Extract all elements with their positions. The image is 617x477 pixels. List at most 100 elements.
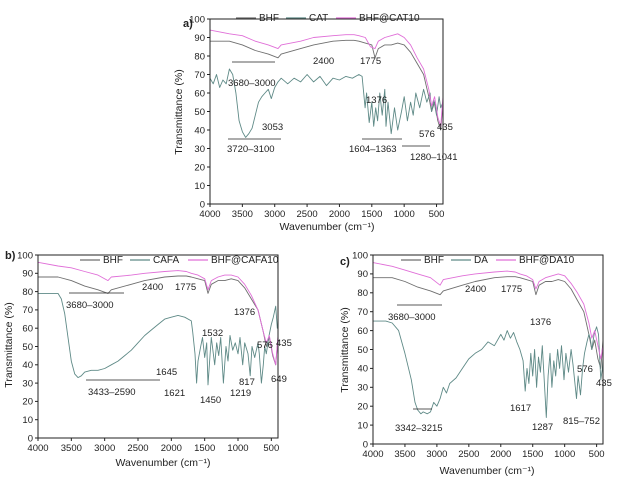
y-tick-label: 30 — [357, 383, 368, 394]
annotation-label: 1376 — [366, 95, 387, 106]
y-tick-label: 60 — [194, 88, 205, 99]
x-tick-label: 2500 — [297, 209, 318, 220]
x-tick-label: 4000 — [27, 443, 48, 454]
y-tick-label: 40 — [194, 125, 205, 136]
x-axis-title: Wavenumber (cm⁻¹) — [116, 457, 211, 469]
y-tick-label: 0 — [200, 199, 205, 210]
y-tick-label: 80 — [357, 288, 368, 299]
y-tick-label: 60 — [357, 326, 368, 337]
panel-label: b) — [5, 250, 16, 262]
annotation-label: 1287 — [532, 422, 553, 433]
annotation-label: 3720–3100 — [227, 144, 275, 155]
annotation-label: 435 — [596, 378, 612, 389]
legend-label-da: DA — [474, 255, 488, 266]
x-tick-label: 3500 — [232, 209, 253, 220]
y-tick-label: 80 — [194, 51, 205, 62]
y-tick-label: 30 — [194, 144, 205, 155]
legend-label-bhf-cafa10: BHF@CAFA10 — [211, 255, 279, 266]
x-tick-label: 2500 — [458, 449, 479, 460]
annotation-label: 3433–2590 — [88, 387, 136, 398]
y-tick-label: 0 — [363, 439, 368, 450]
annotation-label: 1376 — [530, 317, 551, 328]
annotation-label: 1775 — [175, 282, 196, 293]
legend: BHF DA BHF@DA10 — [401, 255, 575, 266]
plot-area: 4000 3500 3000 2500 2000 1500 1000 500 0 10 20 30 40… — [17, 250, 279, 454]
plot-area: 4000 3500 3000 2500 2000 1500 1000 500 0 10 20 30 40… — [189, 14, 444, 220]
annotation-label: 1532 — [202, 328, 223, 339]
annotation-label: 1621 — [164, 388, 185, 399]
series-line-bhf — [210, 39, 444, 131]
y-tick-label: 20 — [357, 402, 368, 413]
x-tick-label: 1500 — [361, 209, 382, 220]
x-tick-label: 500 — [263, 443, 279, 454]
legend: BHF CAFA BHF@CAFA10 — [80, 255, 279, 266]
x-tick-label: 2000 — [329, 209, 350, 220]
annotation-label: 1280–1041 — [410, 152, 458, 163]
y-tick-label: 0 — [28, 433, 33, 444]
y-tick-label: 100 — [189, 14, 205, 25]
legend-label-bhf: BHF — [424, 255, 444, 266]
legend-label-cafa: CAFA — [153, 255, 179, 266]
annotation-label: 3053 — [262, 122, 283, 133]
y-tick-label: 90 — [357, 269, 368, 280]
x-tick-label: 3000 — [426, 449, 447, 460]
x-axis-title: Wavenumber (cm⁻¹) — [280, 221, 375, 233]
panel-c: c) BHF DA BHF@DA10 4000 3500 3000 2500 2000 1… — [339, 250, 612, 477]
y-tick-label: 10 — [357, 420, 368, 431]
annotation-label: 1604–1363 — [349, 144, 397, 155]
x-axis-title: Wavenumber (cm⁻¹) — [440, 465, 535, 477]
annotation-label: 817 — [239, 377, 255, 388]
x-tick-label: 3000 — [264, 209, 285, 220]
x-tick-label: 1500 — [194, 443, 215, 454]
annotation-label: 1775 — [501, 284, 522, 295]
y-tick-label: 50 — [194, 107, 205, 118]
annotation-label: 2400 — [142, 282, 163, 293]
plot-frame — [209, 18, 444, 205]
y-tick-label: 80 — [22, 287, 33, 298]
panel-label: a) — [183, 18, 193, 30]
series-line-bhf-cafa10 — [37, 261, 279, 366]
series-line-cafa — [38, 292, 279, 386]
panel-label: c) — [340, 256, 350, 268]
x-tick-label: 3500 — [61, 443, 82, 454]
x-tick-label: 1000 — [554, 449, 575, 460]
annotation-label: 1617 — [510, 403, 531, 414]
x-tick-label: 3500 — [394, 449, 415, 460]
series-line-da — [373, 320, 604, 418]
x-tick-label: 2500 — [127, 443, 148, 454]
panel-a: a) BHF CAT BHF@CAT10 4000 3500 3000 2500 200… — [173, 13, 458, 233]
annotation-label: 649 — [271, 374, 287, 385]
y-tick-label: 10 — [194, 181, 205, 192]
annotations: 3680–3000 2400 1775 1376 576 435 1617 12… — [388, 284, 612, 434]
y-tick-label: 60 — [22, 324, 33, 335]
series-line-bhf-cat10 — [209, 29, 444, 127]
annotation-label: 3680–3000 — [66, 300, 114, 311]
x-tick-label: 500 — [429, 209, 445, 220]
y-tick-label: 100 — [17, 250, 33, 261]
plot-area: 4000 3500 3000 2500 2000 1500 1000 500 0 10 20 30 40… — [352, 250, 604, 460]
annotation-label: 1219 — [230, 388, 251, 399]
y-tick-label: 20 — [22, 397, 33, 408]
y-tick-label: 50 — [357, 345, 368, 356]
annotation-label: 435 — [437, 122, 453, 133]
legend-label-bhf: BHF — [103, 255, 123, 266]
x-tick-label: 1000 — [227, 443, 248, 454]
x-tick-label: 3000 — [94, 443, 115, 454]
y-tick-label: 70 — [194, 70, 205, 81]
legend-label-bhf-da10: BHF@DA10 — [519, 255, 575, 266]
annotation-label: 3680–3000 — [388, 312, 436, 323]
x-tick-label: 4000 — [199, 209, 220, 220]
annotation-label: 2400 — [313, 56, 334, 67]
x-tick-label: 4000 — [362, 449, 383, 460]
y-tick-label: 70 — [357, 307, 368, 318]
annotation-label: 576 — [577, 364, 593, 375]
series-line-cat — [209, 68, 444, 138]
y-axis-title: Transmittance (%) — [339, 307, 351, 392]
y-tick-label: 20 — [194, 162, 205, 173]
annotation-label: 2400 — [465, 284, 486, 295]
y-tick-label: 90 — [194, 33, 205, 44]
x-tick-label: 2000 — [490, 449, 511, 460]
annotation-label: 1645 — [156, 367, 177, 378]
y-tick-label: 100 — [352, 250, 368, 261]
